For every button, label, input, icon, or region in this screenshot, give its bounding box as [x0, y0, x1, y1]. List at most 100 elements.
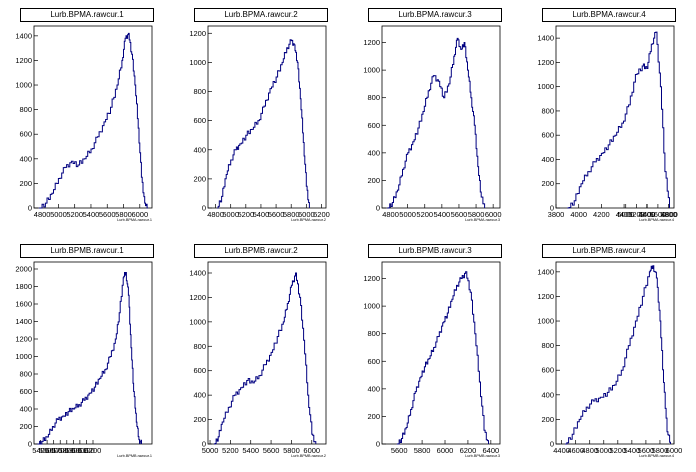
y-tick-label: 1400 — [537, 34, 554, 43]
histogram-panel-5: 0 200 400 600 800 1000 1200 1400 1600 1800 2000 540… — [0, 236, 174, 472]
x-tick-label: 6000 — [298, 210, 315, 219]
y-tick-label: 1200 — [537, 58, 554, 67]
x-tick-label: 5400 — [32, 446, 49, 455]
y-tick-label: 800 — [367, 93, 380, 102]
x-tick-label: 6000 — [437, 446, 454, 455]
y-tick-label: 1200 — [363, 274, 380, 283]
histogram-title: Lurb.BPMA.rawcur.3 — [368, 8, 502, 22]
histogram-title: Lurb.BPMB.rawcur.3 — [368, 244, 502, 258]
x-tick-label: 5600 — [650, 210, 667, 219]
y-tick-label: 1600 — [15, 300, 32, 309]
histogram-panel-6: 0 200 400 600 800 1000 1200 1400 5000 5200 5400 560… — [174, 236, 348, 472]
y-tick-label: 1200 — [537, 292, 554, 301]
y-tick-label: 800 — [19, 105, 32, 114]
x-tick-label: 5600 — [263, 446, 280, 455]
histogram-svg: 0 200 400 600 800 1000 1200 4800500052005400560… — [189, 25, 330, 222]
histogram-line — [38, 32, 148, 209]
x-tick-label: 4800 — [34, 210, 51, 219]
x-axis-title: Lurb.BPMB.rawcur.1 — [117, 454, 152, 458]
histogram-line — [567, 31, 670, 209]
histogram-panel-2: 0 200 400 600 800 1000 1200 4800 5000 5200 5400 560… — [174, 0, 348, 236]
y-tick-label: 1200 — [363, 38, 380, 47]
x-tick-label: 5400 — [639, 210, 656, 219]
y-tick-label: 800 — [367, 329, 380, 338]
y-tick-label: 1000 — [15, 81, 32, 90]
histogram-svg: 0 200 400 600 800 1000 1200 1400 440046004800500… — [537, 261, 682, 458]
x-tick-label: 4800 — [661, 210, 678, 219]
histogram-panel-1: 0 200 400 600 800 1000 1200 1400 4800 5000 5200 540… — [0, 0, 174, 236]
y-tick-label: 200 — [193, 415, 206, 424]
y-tick-label: 400 — [367, 148, 380, 157]
x-tick-label: 5600 — [268, 210, 285, 219]
y-tick-label: 400 — [367, 384, 380, 393]
x-tick-label: 5800 — [652, 446, 669, 455]
x-tick-label: 6100 — [78, 446, 95, 455]
histogram-title: Lurb.BPMB.rawcur.4 — [542, 244, 676, 258]
x-tick-label: 5800 — [58, 446, 75, 455]
x-tick-label: 5400 — [253, 210, 270, 219]
x-tick-label: 4400 — [553, 446, 570, 455]
x-tick-label: 5200 — [222, 446, 239, 455]
x-tick-label: 4800 — [207, 210, 224, 219]
histogram-title: Lurb.BPMA.rawcur.2 — [194, 8, 328, 22]
y-tick-label: 0 — [376, 204, 380, 213]
x-axis-title: Lurb.BPMA.rawcur.1 — [117, 218, 152, 222]
x-tick-label: 6000 — [303, 446, 320, 455]
x-tick-label: 6000 — [131, 210, 148, 219]
y-tick-label: 1400 — [537, 267, 554, 276]
x-tick-label: 5600 — [45, 446, 62, 455]
histogram-line — [387, 37, 486, 209]
y-tick-label: 600 — [541, 131, 554, 140]
x-tick-label: 6200 — [85, 446, 102, 455]
y-tick-label: 200 — [367, 176, 380, 185]
plot-frame — [381, 261, 501, 445]
histogram-panel-8: 0 200 400 600 800 1000 1200 1400 4400 4600 4800 500… — [522, 236, 696, 472]
x-tick-label: 4600 — [638, 210, 655, 219]
x-tick-label: 4600 — [567, 446, 584, 455]
y-tick-label: 1000 — [189, 317, 206, 326]
x-axis-title: Lurb.BPMA.rawcur.4 — [639, 218, 674, 222]
y-tick-label: 0 — [28, 440, 32, 449]
y-tick-label: 200 — [193, 174, 206, 183]
y-tick-label: 0 — [28, 204, 32, 213]
x-tick-label: 5000 — [50, 210, 67, 219]
x-tick-label: 4200 — [593, 210, 610, 219]
y-tick-label: 800 — [19, 370, 32, 379]
y-tick-label: 1400 — [189, 268, 206, 277]
x-tick-label: 5800 — [660, 210, 677, 219]
histogram-line — [37, 272, 142, 445]
x-tick-label: 5800 — [283, 446, 300, 455]
histogram-title: Lurb.BPMA.rawcur.1 — [20, 8, 154, 22]
x-tick-label: 5400 — [624, 446, 641, 455]
y-tick-label: 0 — [550, 440, 554, 449]
y-tick-label: 600 — [541, 366, 554, 375]
y-tick-label: 1800 — [15, 282, 32, 291]
plot-frame — [381, 25, 501, 209]
y-tick-label: 1200 — [15, 56, 32, 65]
y-tick-label: 1400 — [15, 31, 32, 40]
x-tick-label: 5800 — [414, 446, 431, 455]
y-tick-label: 600 — [193, 116, 206, 125]
x-tick-label: 5200 — [609, 446, 626, 455]
x-tick-label: 4400 — [616, 210, 633, 219]
y-tick-label: 600 — [19, 130, 32, 139]
x-tick-label: 5600 — [638, 446, 655, 455]
y-tick-label: 1000 — [189, 58, 206, 67]
x-tick-label: 5200 — [237, 210, 254, 219]
y-tick-label: 400 — [193, 391, 206, 400]
x-tick-label: 5500 — [39, 446, 56, 455]
x-tick-label: 4000 — [570, 210, 587, 219]
y-tick-label: 800 — [541, 106, 554, 115]
y-tick-label: 200 — [541, 179, 554, 188]
x-tick-label: 5800 — [115, 210, 132, 219]
y-tick-label: 0 — [550, 204, 554, 213]
histogram-svg: 0 200 400 600 800 1000 1200 1400 1600 1800 2000 540… — [15, 261, 153, 458]
y-tick-label: 600 — [19, 387, 32, 396]
y-tick-label: 0 — [202, 204, 206, 213]
x-tick-label: 5000 — [202, 446, 219, 455]
x-tick-label: 6200 — [460, 446, 477, 455]
x-axis-title: Lurb.BPMB.rawcur.4 — [639, 454, 674, 458]
x-tick-label: 4800 — [581, 446, 598, 455]
y-tick-label: 200 — [19, 179, 32, 188]
plot-frame — [555, 25, 675, 209]
